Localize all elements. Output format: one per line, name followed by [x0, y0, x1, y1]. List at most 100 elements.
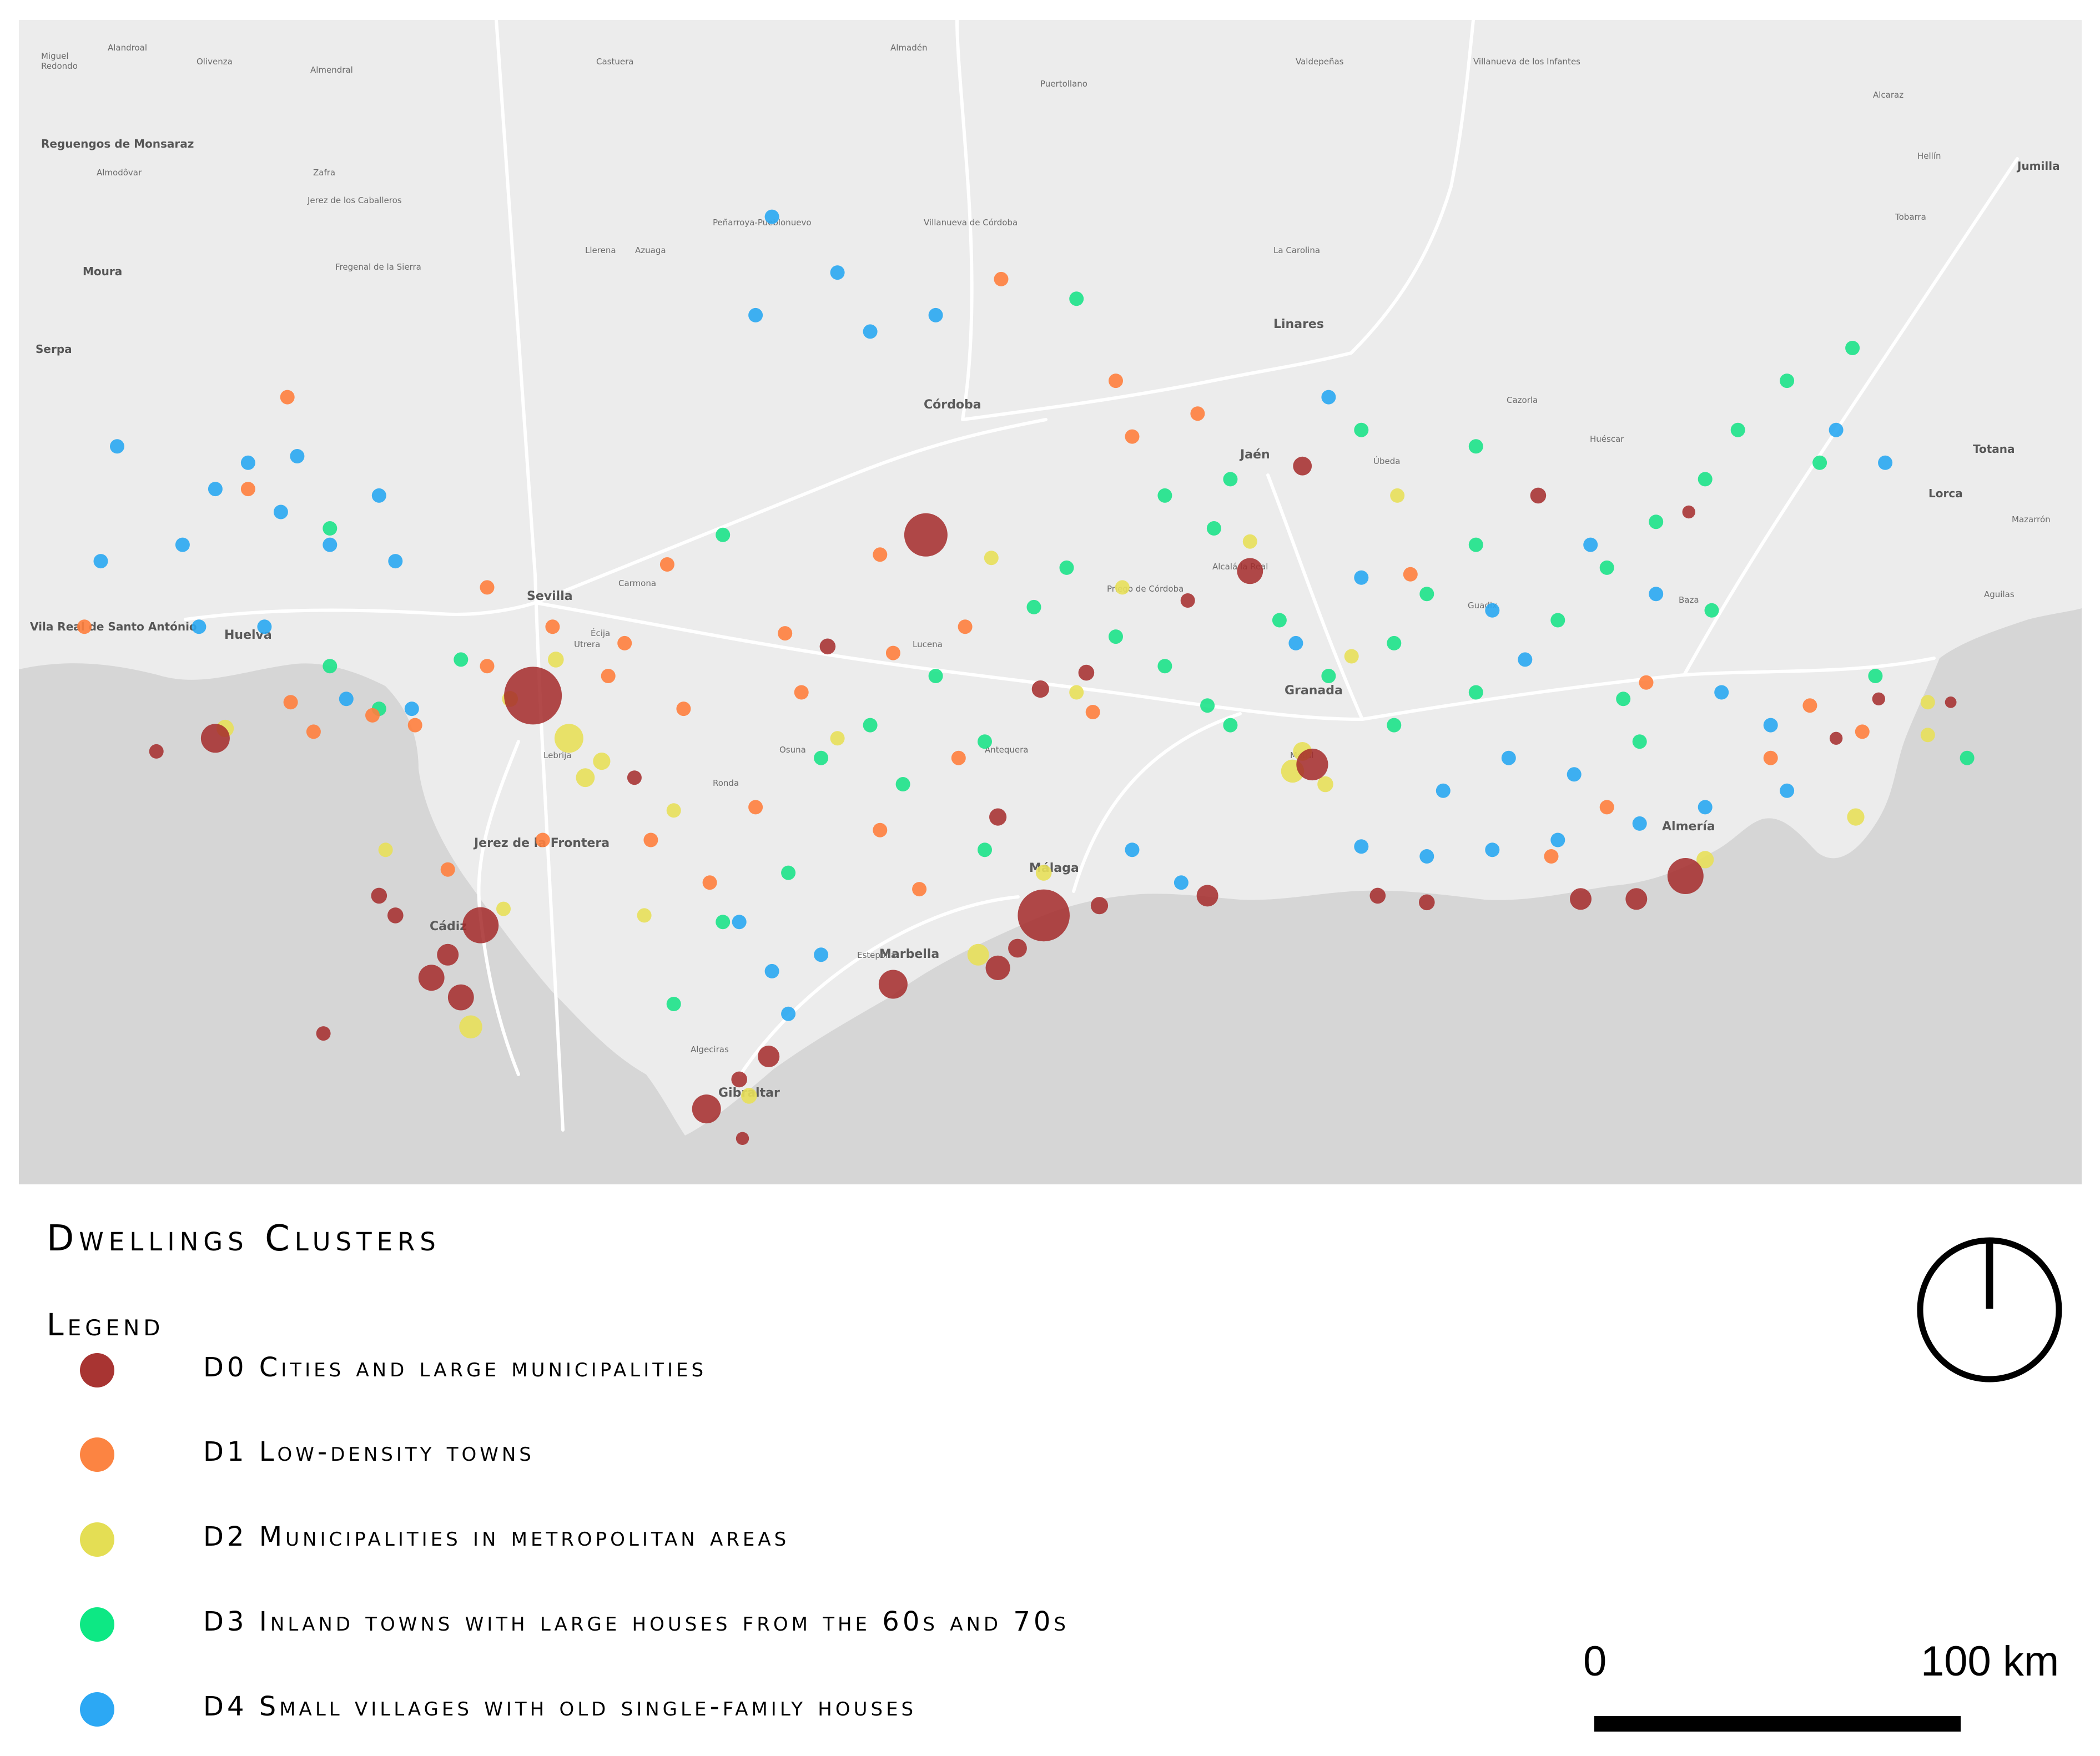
map-point-d1[interactable] [365, 708, 380, 723]
map-point-d3[interactable] [323, 521, 338, 536]
map-point-d0[interactable] [387, 907, 404, 924]
map-point-d0[interactable] [985, 955, 1010, 980]
map-point-d1[interactable] [1639, 675, 1654, 690]
map-point-d0[interactable] [1530, 487, 1547, 504]
map-point-d0[interactable] [1667, 858, 1704, 894]
map-point-d1[interactable] [280, 390, 295, 405]
map-point-d0[interactable] [736, 1132, 749, 1145]
map-point-d3[interactable] [1632, 734, 1647, 749]
map-point-d4[interactable] [1763, 718, 1778, 733]
map-point-d0[interactable] [149, 744, 164, 759]
map-point-d3[interactable] [781, 865, 796, 880]
map-point-d2[interactable] [1920, 728, 1935, 743]
map-point-d4[interactable] [928, 307, 943, 322]
map-point-d4[interactable] [323, 537, 338, 552]
map-point-d4[interactable] [388, 554, 403, 569]
map-point-d2[interactable] [548, 652, 564, 668]
map-point-d3[interactable] [1272, 613, 1287, 628]
map-point-d4[interactable] [1501, 750, 1516, 765]
map-point-d2[interactable] [637, 908, 652, 923]
map-point-d3[interactable] [323, 659, 338, 674]
map-point-d2[interactable] [576, 768, 595, 788]
map-point-d0[interactable] [819, 638, 836, 655]
map-point-d0[interactable] [1031, 680, 1049, 698]
map-panel[interactable]: Miguel Redondo Alandroal Olivenza Almendral C… [19, 20, 2082, 1184]
map-point-d3[interactable] [1960, 750, 1975, 765]
map-point-d3[interactable] [1468, 537, 1483, 552]
map-point-d3[interactable] [1354, 422, 1369, 437]
map-point-d1[interactable] [1085, 705, 1100, 719]
map-point-d3[interactable] [1649, 514, 1664, 529]
map-point-d3[interactable] [928, 669, 943, 683]
map-point-d4[interactable] [1583, 537, 1598, 552]
map-point-d2[interactable] [554, 724, 583, 753]
map-point-d0[interactable] [1419, 894, 1435, 911]
map-point-d2[interactable] [378, 842, 393, 857]
map-point-d3[interactable] [1550, 613, 1565, 628]
map-point-d1[interactable] [643, 832, 658, 847]
map-point-d4[interactable] [93, 554, 108, 569]
map-point-d3[interactable] [863, 718, 878, 733]
map-point-d0[interactable] [1872, 692, 1885, 706]
map-point-d1[interactable] [480, 659, 495, 674]
map-point-d0[interactable] [627, 770, 642, 785]
map-point-d3[interactable] [1868, 669, 1883, 683]
map-point-d1[interactable] [306, 724, 321, 739]
map-point-d0[interactable] [1829, 731, 1843, 745]
map-point-d0[interactable] [1008, 938, 1027, 958]
map-point-d2[interactable] [1069, 685, 1084, 700]
map-point-d4[interactable] [748, 307, 763, 322]
map-point-d3[interactable] [814, 750, 829, 765]
map-point-d3[interactable] [1387, 718, 1402, 733]
map-point-d2[interactable] [1847, 808, 1865, 826]
map-point-d0[interactable] [731, 1071, 747, 1088]
map-point-d0[interactable] [462, 907, 499, 943]
map-point-d1[interactable] [873, 823, 888, 837]
map-point-d4[interactable] [1780, 783, 1795, 798]
map-point-d1[interactable] [951, 750, 966, 765]
map-point-d3[interactable] [1419, 587, 1434, 602]
map-point-d1[interactable] [1599, 800, 1614, 815]
map-point-d4[interactable] [781, 1006, 796, 1021]
map-point-d0[interactable] [1296, 748, 1328, 781]
map-point-d0[interactable] [878, 970, 908, 999]
map-point-d1[interactable] [676, 702, 691, 716]
map-point-d4[interactable] [1419, 849, 1434, 864]
map-point-d3[interactable] [1599, 560, 1614, 575]
map-point-d4[interactable] [814, 947, 829, 962]
map-point-d0[interactable] [1078, 664, 1095, 681]
map-point-d0[interactable] [1682, 505, 1695, 519]
map-point-d4[interactable] [1485, 603, 1500, 618]
map-point-d1[interactable] [77, 619, 92, 634]
map-point-d3[interactable] [1059, 560, 1074, 575]
map-point-d1[interactable] [778, 626, 793, 641]
map-point-d0[interactable] [989, 808, 1007, 826]
map-point-d4[interactable] [1288, 635, 1303, 650]
map-point-d4[interactable] [1485, 842, 1500, 857]
map-point-d1[interactable] [545, 619, 560, 634]
map-point-d4[interactable] [404, 702, 419, 716]
map-point-d2[interactable] [1115, 580, 1130, 595]
map-point-d4[interactable] [1878, 455, 1893, 470]
map-point-d4[interactable] [1829, 422, 1844, 437]
map-point-d0[interactable] [692, 1094, 721, 1124]
map-point-d3[interactable] [1730, 422, 1745, 437]
map-point-d2[interactable] [1317, 776, 1333, 793]
map-point-d1[interactable] [885, 645, 900, 660]
map-point-d1[interactable] [1855, 724, 1870, 739]
map-point-d1[interactable] [659, 557, 674, 572]
map-point-d3[interactable] [1157, 659, 1172, 674]
map-point-d0[interactable] [504, 667, 562, 725]
map-point-d2[interactable] [741, 1088, 757, 1104]
map-point-d3[interactable] [978, 842, 992, 857]
map-point-d4[interactable] [339, 692, 354, 707]
map-point-d2[interactable] [984, 551, 999, 566]
map-point-d4[interactable] [208, 482, 223, 497]
map-point-d1[interactable] [1403, 567, 1418, 582]
map-point-d3[interactable] [1206, 521, 1221, 536]
map-point-d4[interactable] [1321, 390, 1336, 405]
map-point-d4[interactable] [1125, 842, 1140, 857]
map-point-d0[interactable] [316, 1026, 331, 1041]
map-point-d3[interactable] [666, 997, 681, 1011]
map-point-d4[interactable] [192, 619, 207, 634]
